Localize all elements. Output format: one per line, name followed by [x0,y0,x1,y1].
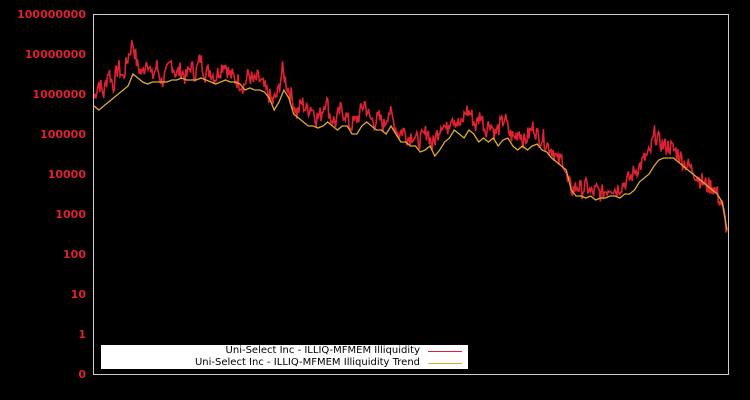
y-tick-label: 1 [78,328,86,341]
legend-swatch-red [428,350,462,352]
y-tick-label: 1000 [55,208,86,221]
y-tick-label: 100 [63,248,86,261]
y-tick-label: 10 [70,288,86,301]
legend-item-illiquidity: Uni-Select Inc - ILLIQ-MFMEM Illiquidity [226,345,462,357]
illiquidity-trend-line [93,72,728,231]
legend: Uni-Select Inc - ILLIQ-MFMEM Illiquidity… [101,345,468,369]
y-tick-label: 100000000 [17,8,86,21]
y-tick-label: 10000000 [24,48,86,61]
legend-label: Uni-Select Inc - ILLIQ-MFMEM Illiquidity [225,345,420,356]
series-layer [93,40,728,233]
y-tick-label: 10000 [47,168,86,181]
y-tick-label: 100000 [40,128,86,141]
plot-frame [93,14,729,375]
y-tick-label: 0 [78,368,86,381]
legend-swatch-yellow [428,362,462,364]
y-tick-label: 1000000 [32,88,86,101]
illiquidity-line [93,40,728,233]
legend-label: Uni-Select Inc - ILLIQ-MFMEM Illiquidity… [194,357,420,368]
legend-item-illiquidity-trend: Uni-Select Inc - ILLIQ-MFMEM Illiquidity… [195,357,462,369]
